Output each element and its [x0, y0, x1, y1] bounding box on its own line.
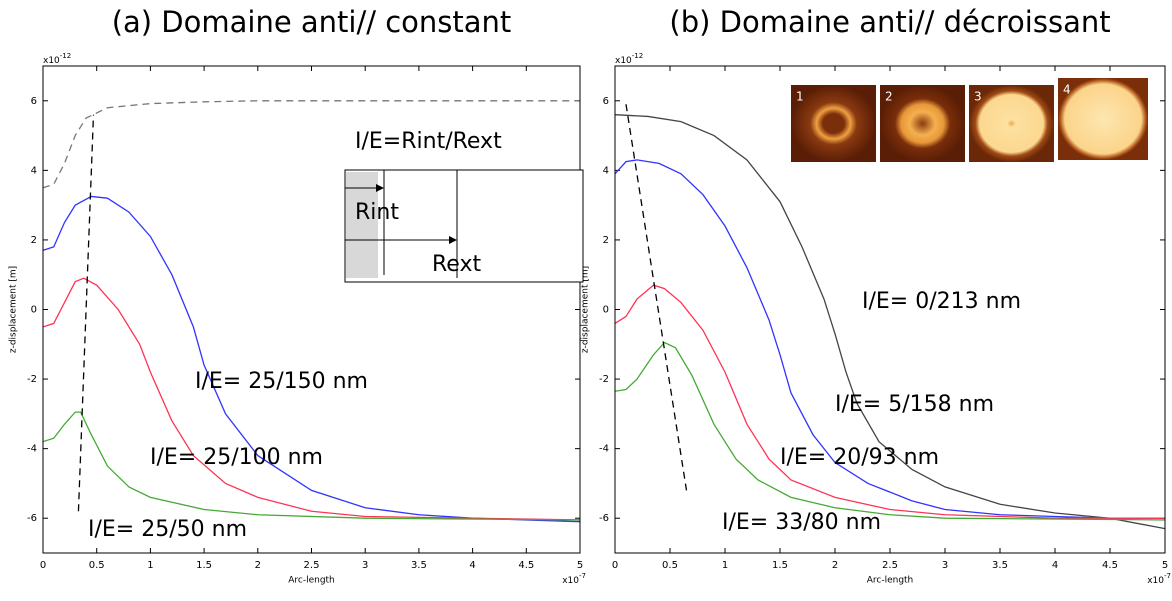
- x-axis-label: Arc-length: [288, 576, 335, 586]
- x-tick-label: 3.5: [411, 560, 427, 571]
- x-tick-label: 3.5: [992, 560, 1008, 571]
- axis-multiplier: x10-12: [615, 52, 643, 66]
- annotation: I/E=Rint/Rext: [355, 129, 502, 154]
- annotation: I/E= 33/80 nm: [722, 510, 881, 535]
- x-tick-label: 1.5: [772, 560, 788, 571]
- y-tick-label: -2: [599, 374, 609, 385]
- inset-label: 4: [1063, 83, 1071, 97]
- annotation: Rext: [432, 252, 481, 277]
- x-tick-label: 5: [577, 560, 583, 571]
- y-tick-label: 4: [603, 165, 609, 176]
- line-series: [615, 159, 1165, 519]
- multiplier-base: x10: [43, 56, 60, 66]
- line-series: [615, 114, 1165, 530]
- x-tick-label: 0.5: [89, 560, 105, 571]
- annotation: I/E= 25/150 nm: [195, 369, 368, 394]
- axis-multiplier: x10-12: [43, 52, 71, 66]
- inset-image: [791, 85, 876, 162]
- multiplier-exponent: -12: [632, 52, 643, 60]
- x-tick-label: 4: [1052, 560, 1058, 571]
- inset-arrowhead: [449, 236, 457, 244]
- x-tick-label: 2: [832, 560, 838, 571]
- y-tick-label: 6: [31, 96, 37, 107]
- x-tick-label: 2: [255, 560, 261, 571]
- y-tick-label: -6: [27, 513, 37, 524]
- multiplier-exponent: -7: [1164, 572, 1171, 580]
- x-tick-label: 0: [40, 560, 46, 571]
- x-tick-label: 0.5: [662, 560, 678, 571]
- x-tick-label: 1.5: [196, 560, 212, 571]
- x-tick-label: 3: [362, 560, 368, 571]
- x-tick-label: 4.5: [518, 560, 534, 571]
- x-axis-label: Arc-length: [867, 576, 914, 586]
- dashed-line: [625, 104, 688, 491]
- y-tick-label: 0: [603, 305, 609, 316]
- annotation: I/E= 5/158 nm: [835, 392, 994, 417]
- x-tick-label: 0: [612, 560, 618, 571]
- y-tick-label: 0: [31, 305, 37, 316]
- inset-diagram: [344, 169, 584, 283]
- axis-multiplier: x10-7: [562, 572, 586, 586]
- annotation: I/E= 20/93 nm: [780, 445, 939, 470]
- inset-shade: [346, 172, 378, 278]
- dashed-line: [43, 100, 580, 189]
- inset-label: 1: [796, 90, 804, 104]
- x-tick-label: 1: [147, 560, 153, 571]
- inset-image: [880, 85, 965, 162]
- inset-label: 2: [885, 90, 893, 104]
- inset-box: [344, 169, 584, 283]
- x-tick-label: 4: [469, 560, 475, 571]
- dashed-line: [77, 114, 95, 512]
- y-tick-label: -6: [599, 513, 609, 524]
- y-axis-label: z-displacement [m]: [581, 266, 591, 353]
- line-series: [43, 411, 580, 521]
- x-tick-label: 2.5: [882, 560, 898, 571]
- chart-title: (b) Domaine anti// décroissant: [669, 5, 1110, 39]
- y-tick-label: -4: [599, 444, 609, 455]
- axis-multiplier: x10-7: [1147, 572, 1171, 586]
- annotation: I/E= 25/100 nm: [150, 445, 323, 470]
- y-axis-label: z-displacement [m]: [9, 266, 19, 353]
- multiplier-base: x10: [615, 56, 632, 66]
- y-tick-label: 4: [31, 165, 37, 176]
- line-series: [43, 277, 580, 521]
- inset-label: 3: [974, 90, 982, 104]
- annotation: I/E= 25/50 nm: [88, 517, 247, 542]
- y-tick-label: -4: [27, 444, 37, 455]
- multiplier-exponent: -7: [579, 572, 586, 580]
- plot-frame: [614, 65, 1166, 554]
- annotation: Rint: [355, 200, 399, 225]
- x-tick-label: 2.5: [304, 560, 320, 571]
- annotation: I/E= 0/213 nm: [862, 289, 1021, 314]
- chart-title: (a) Domaine anti// constant: [112, 5, 512, 39]
- inset-image: [969, 85, 1054, 162]
- x-tick-label: 4.5: [1102, 560, 1118, 571]
- plot-frame: [42, 65, 581, 554]
- inset-image: [1058, 78, 1148, 160]
- multiplier-exponent: -12: [60, 52, 71, 60]
- y-tick-label: 6: [603, 96, 609, 107]
- multiplier-base: x10: [562, 576, 579, 586]
- y-tick-label: -2: [27, 374, 37, 385]
- multiplier-base: x10: [1147, 576, 1164, 586]
- x-tick-label: 3: [942, 560, 948, 571]
- y-tick-label: 2: [31, 235, 37, 246]
- line-series: [615, 341, 1165, 521]
- line-series: [43, 195, 580, 523]
- line-series: [615, 284, 1165, 519]
- inset-arrowhead: [376, 184, 384, 192]
- y-tick-label: 2: [603, 235, 609, 246]
- x-tick-label: 5: [1162, 560, 1168, 571]
- x-tick-label: 1: [722, 560, 728, 571]
